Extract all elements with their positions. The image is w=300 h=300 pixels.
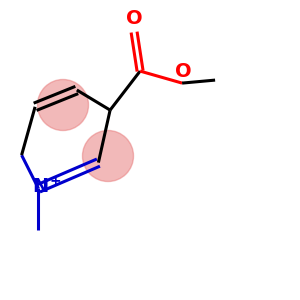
Text: +: + xyxy=(50,174,61,188)
Text: O: O xyxy=(175,62,192,81)
Text: O: O xyxy=(126,9,142,28)
Circle shape xyxy=(38,80,88,130)
Circle shape xyxy=(82,130,134,182)
Text: N: N xyxy=(32,177,48,196)
